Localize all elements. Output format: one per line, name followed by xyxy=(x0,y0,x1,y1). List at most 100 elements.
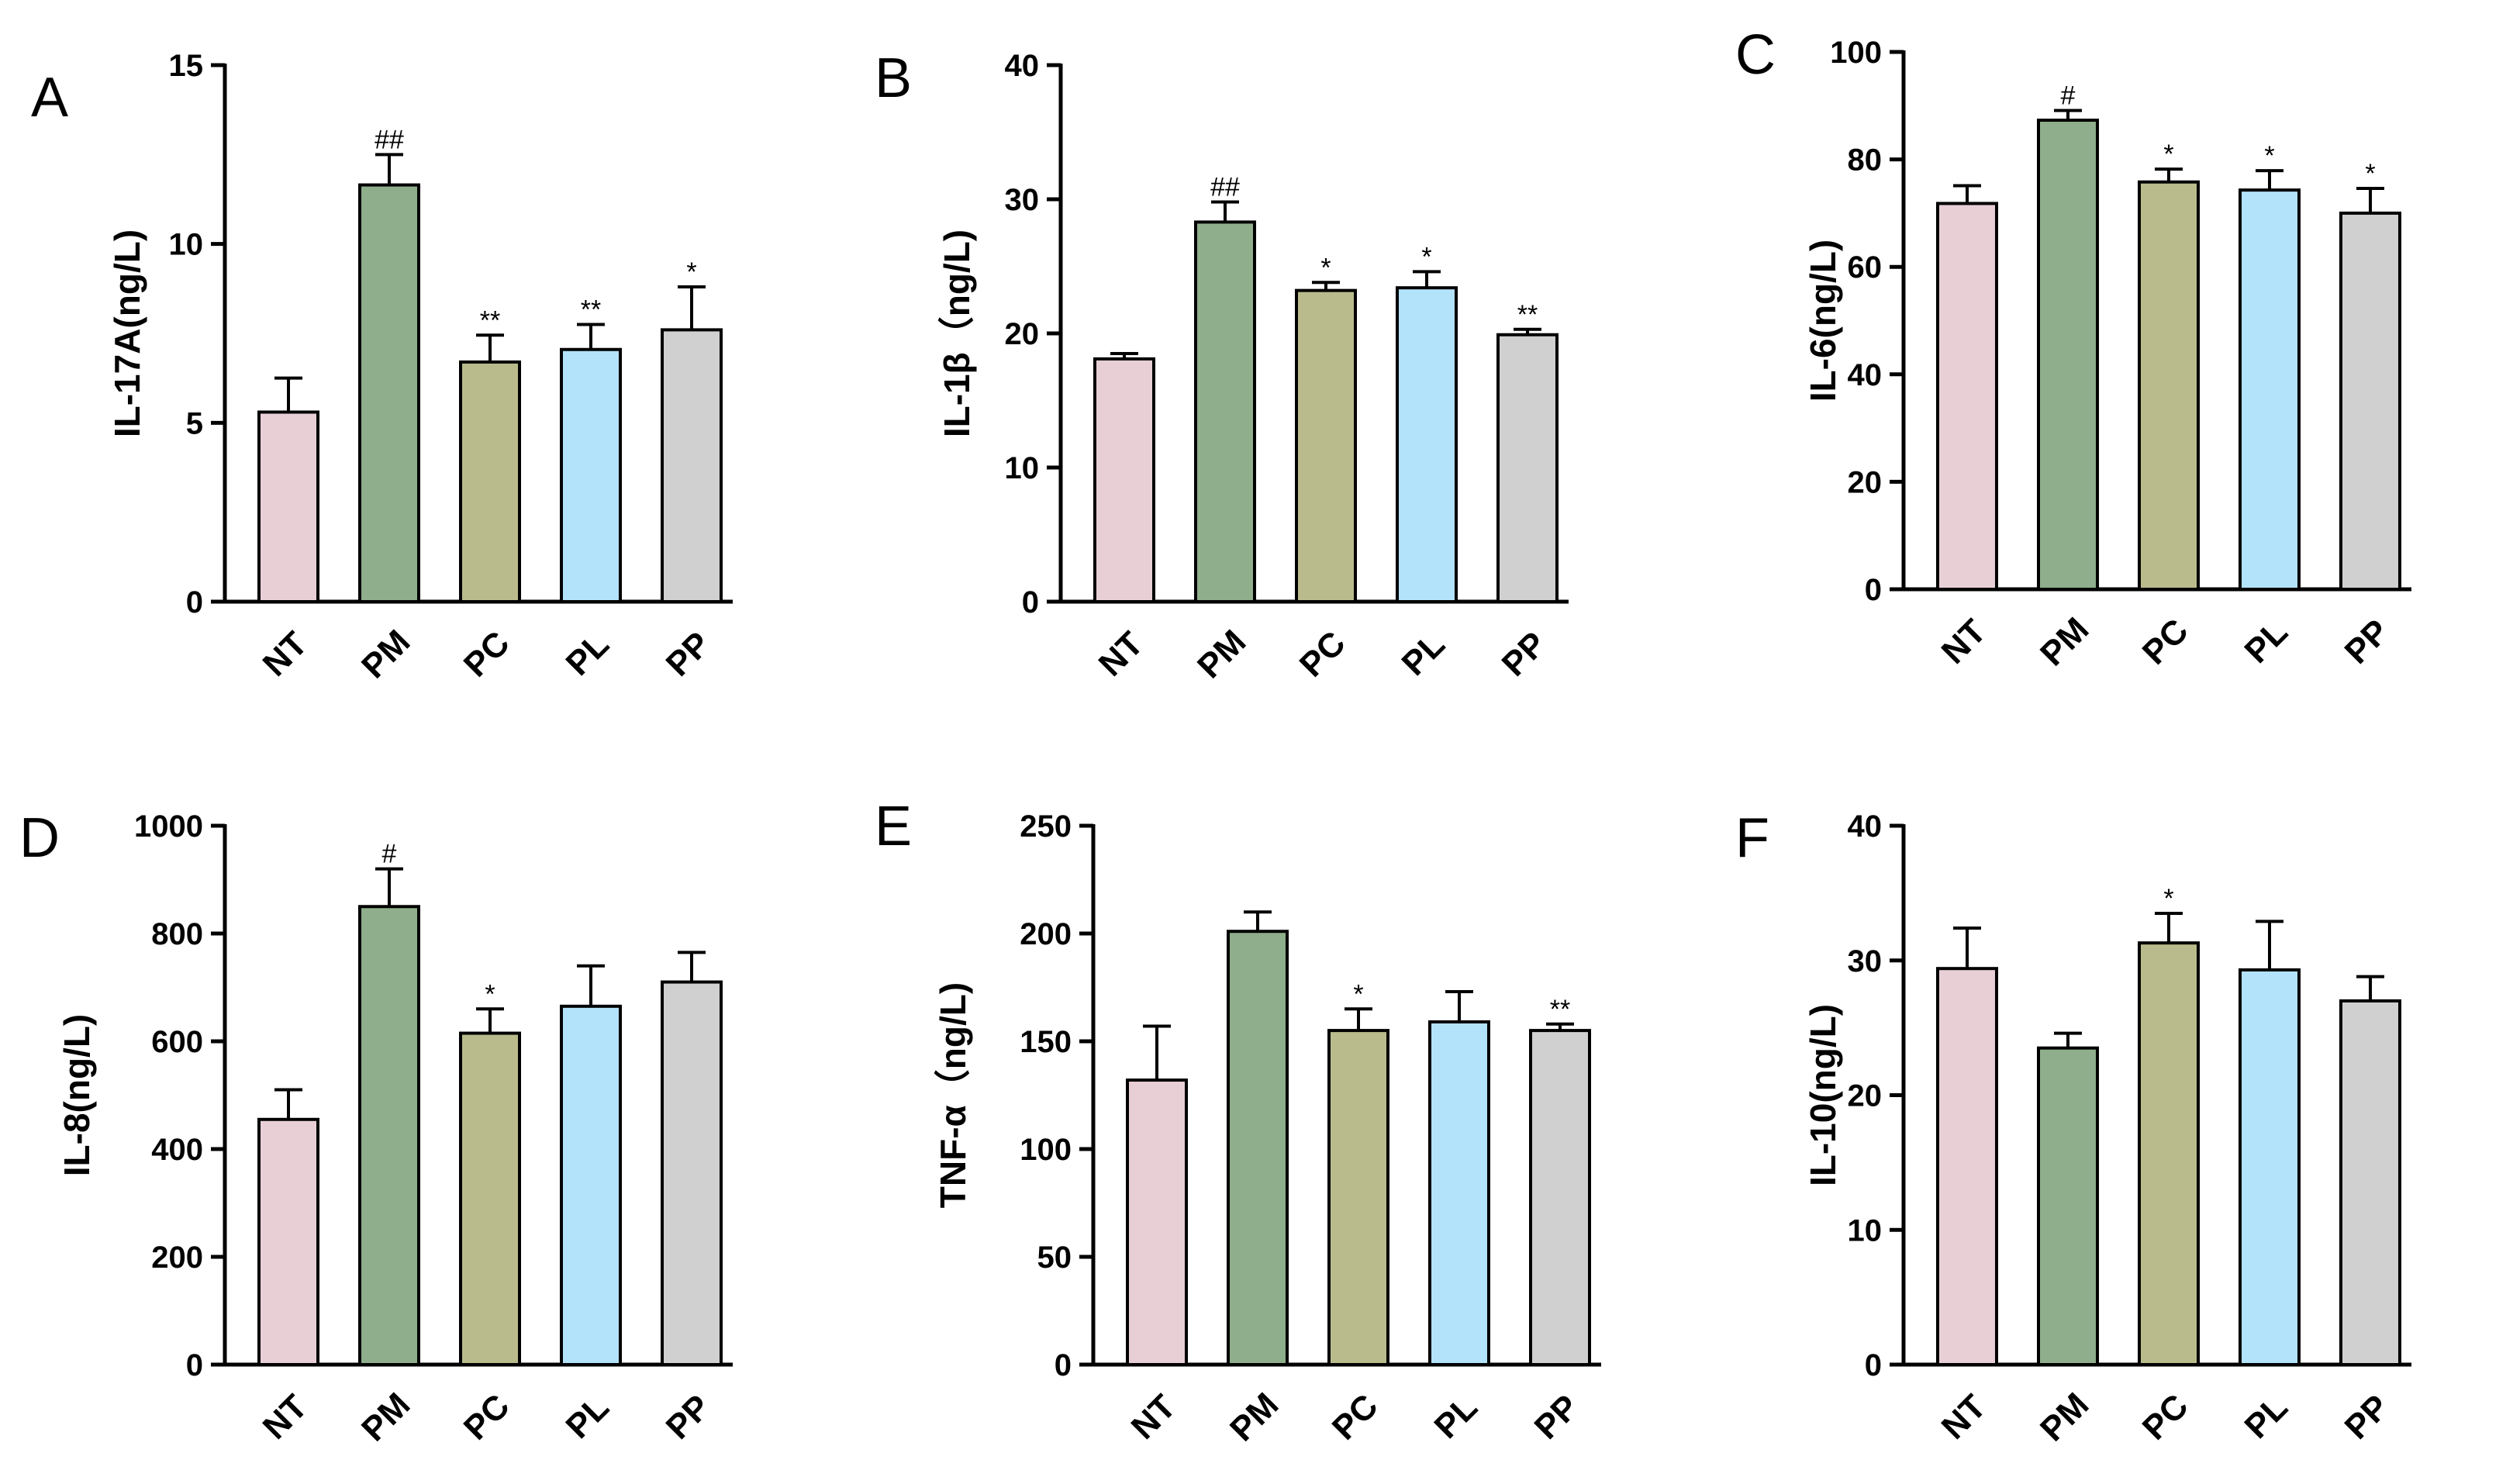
bar-pc xyxy=(1327,1029,1389,1366)
x-tick-label: PL xyxy=(559,626,616,683)
x-tick-label: PP xyxy=(659,625,718,684)
y-axis-title: IL-17A(ng/L) xyxy=(107,230,147,437)
x-tick-label: NT xyxy=(256,625,315,684)
y-tick-label: 20 xyxy=(1005,317,1040,351)
bar-pc xyxy=(1295,288,1357,603)
bar-pl xyxy=(1428,1020,1490,1366)
panel-letter: E xyxy=(875,795,912,858)
y-tick-label: 10 xyxy=(169,228,204,262)
y-tick-label: 30 xyxy=(1848,944,1883,978)
bar-pc xyxy=(459,1031,521,1366)
significance-mark: * xyxy=(686,257,696,287)
x-tick-label: PP xyxy=(2338,613,2397,671)
y-axis-title: IL-1β（ng/L) xyxy=(937,230,977,437)
y-tick-label: 15 xyxy=(169,49,204,83)
panel-f: F IL-10(ng/L) 0 10 20 30 40 NT PM * PC PL PP xyxy=(1735,807,2411,1448)
bar-pm xyxy=(1194,220,1256,603)
y-axis-title: IL-8(ng/L) xyxy=(57,1014,97,1177)
y-tick-label: 5 xyxy=(186,406,203,440)
bar-nt xyxy=(257,410,319,604)
significance-mark: ** xyxy=(1550,995,1570,1024)
y-tick-label: 250 xyxy=(1020,809,1072,844)
x-tick-label: PL xyxy=(1395,626,1452,683)
significance-mark: * xyxy=(1421,242,1431,271)
y-tick-label: 800 xyxy=(151,917,203,951)
significance-mark: ## xyxy=(375,125,404,154)
x-tick-label: PL xyxy=(1427,1389,1485,1446)
significance-mark: ** xyxy=(480,305,500,335)
x-tick-label: PL xyxy=(2238,1389,2295,1446)
y-tick-label: 40 xyxy=(1005,49,1040,83)
y-axis-title: IL-10(ng/L) xyxy=(1803,1004,1843,1186)
x-tick-label: PC xyxy=(457,624,517,685)
panel-e: E TNF-α（ng/L) 0 50 100 150 200 250 NT PM * PC PL ** PP xyxy=(875,795,1601,1448)
bar-pp xyxy=(1529,1029,1591,1366)
significance-mark: ** xyxy=(581,295,601,324)
bar-pm xyxy=(2037,1046,2099,1366)
bar-pp xyxy=(1496,333,1559,603)
significance-mark: * xyxy=(1353,979,1363,1009)
bar-pc xyxy=(459,360,521,603)
panel-d: D IL-8(ng/L) 0 200 400 600 800 1000 NT # PM * PC PL PP xyxy=(19,807,733,1448)
y-tick-label: 80 xyxy=(1848,143,1883,178)
x-tick-label: PM xyxy=(2033,610,2096,673)
y-tick-label: 100 xyxy=(1020,1133,1072,1167)
significance-mark: ## xyxy=(1210,172,1240,202)
y-tick-label: 0 xyxy=(186,585,203,619)
x-tick-label: NT xyxy=(1124,1388,1183,1447)
x-tick-label: PM xyxy=(354,623,417,685)
bar-pm xyxy=(1227,930,1289,1366)
panel-letter: A xyxy=(31,67,68,129)
panel-c: C IL-6(ng/L) 0 20 40 60 80 100 NT # PM * PC * PL * PP xyxy=(1735,24,2411,673)
y-tick-label: 10 xyxy=(1005,451,1040,485)
x-tick-label: PL xyxy=(2238,613,2295,671)
y-tick-label: 100 xyxy=(1830,36,1882,70)
x-tick-label: PP xyxy=(1527,1388,1586,1447)
bar-pl xyxy=(560,1004,622,1366)
y-tick-label: 600 xyxy=(151,1025,203,1059)
y-tick-label: 0 xyxy=(1865,1348,1882,1382)
y-tick-label: 10 xyxy=(1848,1213,1883,1248)
x-tick-label: PC xyxy=(2135,612,2196,672)
significance-mark: * xyxy=(485,979,495,1009)
y-tick-label: 150 xyxy=(1020,1025,1072,1059)
y-tick-label: 0 xyxy=(1022,585,1039,619)
bar-pm xyxy=(358,905,420,1366)
bar-nt xyxy=(1126,1078,1188,1367)
x-tick-label: PM xyxy=(1223,1386,1286,1448)
y-tick-label: 1000 xyxy=(134,809,203,844)
y-tick-label: 40 xyxy=(1848,809,1883,844)
x-tick-label: NT xyxy=(1935,613,1993,671)
panel-b: B IL-1β（ng/L) 0 10 20 30 40 NT ## PM * PC * PL ** PP xyxy=(875,47,1569,685)
x-tick-label: PM xyxy=(354,1386,417,1448)
significance-mark: ** xyxy=(1517,300,1538,330)
significance-mark: * xyxy=(2163,884,2173,913)
y-tick-label: 40 xyxy=(1848,358,1883,392)
bar-pl xyxy=(2239,968,2301,1366)
bar-pc xyxy=(2138,941,2200,1366)
y-axis-title: IL-6(ng/L) xyxy=(1803,240,1843,402)
significance-mark: * xyxy=(2365,159,2375,188)
bar-nt xyxy=(1936,202,1998,591)
x-tick-label: NT xyxy=(1092,625,1151,684)
x-tick-label: PC xyxy=(457,1387,517,1448)
significance-mark: * xyxy=(2163,140,2173,169)
bar-pp xyxy=(2339,211,2401,591)
bar-pl xyxy=(1396,286,1458,603)
x-tick-label: PC xyxy=(1325,1387,1386,1448)
panel-letter: B xyxy=(875,47,912,109)
bar-pp xyxy=(2339,999,2401,1366)
panel-letter: C xyxy=(1735,24,1776,86)
x-tick-label: NT xyxy=(256,1388,315,1447)
bar-pc xyxy=(2138,180,2200,591)
bar-pm xyxy=(358,183,420,603)
x-tick-label: PC xyxy=(2135,1387,2196,1448)
y-tick-label: 20 xyxy=(1848,465,1883,499)
bar-nt xyxy=(1093,357,1155,603)
x-tick-label: PM xyxy=(2033,1386,2096,1448)
y-tick-label: 0 xyxy=(1055,1348,1072,1382)
x-tick-label: PM xyxy=(1190,623,1253,685)
significance-mark: * xyxy=(2264,141,2274,171)
panel-letter: F xyxy=(1735,807,1769,869)
